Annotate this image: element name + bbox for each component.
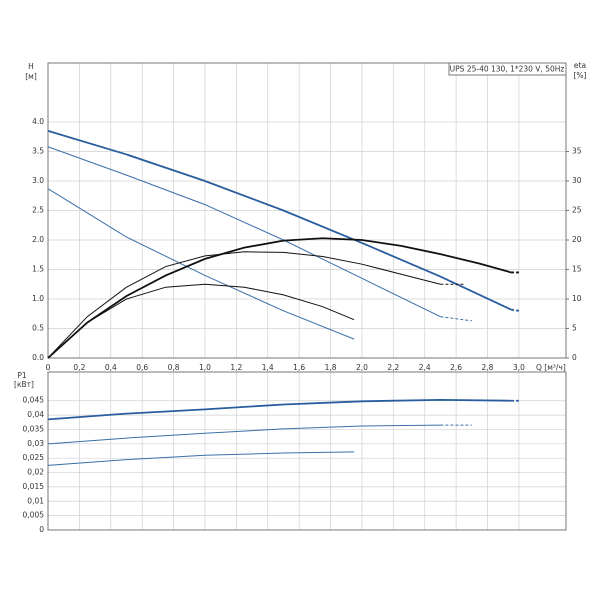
series-line <box>47 451 355 466</box>
y-tick-label: 0,035 <box>23 424 45 433</box>
chart-title: UPS 25-40 130, 1*230 V, 50Hz <box>450 65 565 74</box>
y2-axis-unit: [%] <box>574 71 587 80</box>
y-tick-label: 0,005 <box>23 511 45 520</box>
y-tick-label: 3.0 <box>32 176 44 185</box>
series-line <box>47 251 441 359</box>
plot-frame <box>47 371 567 531</box>
x-tick-label: 1,2 <box>230 363 242 372</box>
y-axis-label: H <box>28 62 34 71</box>
y-tick-label: 2.5 <box>32 206 44 215</box>
y2-tick-label: 20 <box>572 235 582 244</box>
y-tick-label: 0.5 <box>32 324 44 333</box>
y2-tick-label: 0 <box>572 353 577 362</box>
y-tick-label: 0.0 <box>32 353 44 362</box>
y-tick-label: 1.5 <box>32 265 44 274</box>
y-tick-label: 0,04 <box>27 410 44 419</box>
x-tick-label: 0 <box>46 363 51 372</box>
x-tick-label: 2,0 <box>356 363 368 372</box>
series-line <box>47 188 355 340</box>
x-tick-label: 0,6 <box>136 363 148 372</box>
series-line <box>47 424 441 445</box>
x-tick-label: 0,4 <box>105 363 117 372</box>
x-tick-label: 0,2 <box>73 363 85 372</box>
series-line <box>47 146 441 318</box>
x-tick-label: 2,6 <box>450 363 462 372</box>
y2-tick-label: 15 <box>572 265 582 274</box>
y2-tick-label: 5 <box>572 324 577 333</box>
series-line <box>510 308 520 312</box>
y-tick-label: 4.0 <box>32 117 44 126</box>
y-tick-label: 0,045 <box>23 396 45 405</box>
y-tick-label: 0 <box>39 525 44 534</box>
y-tick-label: 0,025 <box>23 453 45 462</box>
y2-tick-label: 35 <box>572 147 582 156</box>
y-axis-unit: [м] <box>25 72 37 81</box>
x-tick-label: 2,2 <box>387 363 399 372</box>
x-tick-label: 1,4 <box>262 363 274 372</box>
x-tick-label: 1,8 <box>325 363 337 372</box>
x-tick-label: 0,8 <box>168 363 180 372</box>
x-tick-label: 2,4 <box>419 363 431 372</box>
x-axis-label: Q [м³/ч] <box>536 363 566 372</box>
y-axis-unit: [кВт] <box>14 380 34 389</box>
y2-tick-label: 30 <box>572 176 582 185</box>
series-line <box>47 283 355 359</box>
y-tick-label: 0,015 <box>23 482 45 491</box>
y2-tick-label: 10 <box>572 294 582 303</box>
series-line <box>47 129 512 311</box>
y2-axis-label: eta <box>574 61 586 70</box>
y-tick-label: 0,03 <box>27 439 44 448</box>
y-tick-label: 0,02 <box>27 468 44 477</box>
y2-tick-label: 25 <box>572 206 582 215</box>
x-tick-label: 1,6 <box>293 363 305 372</box>
x-tick-label: 3,0 <box>513 363 525 372</box>
series-line <box>440 316 472 322</box>
y-tick-label: 1.0 <box>32 294 44 303</box>
x-tick-label: 2,8 <box>482 363 494 372</box>
y-tick-label: 3.5 <box>32 147 44 156</box>
y-axis-label: P1 <box>17 371 27 380</box>
series-line <box>47 237 512 359</box>
series-line <box>47 398 512 421</box>
y-tick-label: 0,01 <box>27 496 44 505</box>
x-tick-label: 1,0 <box>199 363 211 372</box>
title-box <box>448 62 567 76</box>
y-tick-label: 2.0 <box>32 235 44 244</box>
